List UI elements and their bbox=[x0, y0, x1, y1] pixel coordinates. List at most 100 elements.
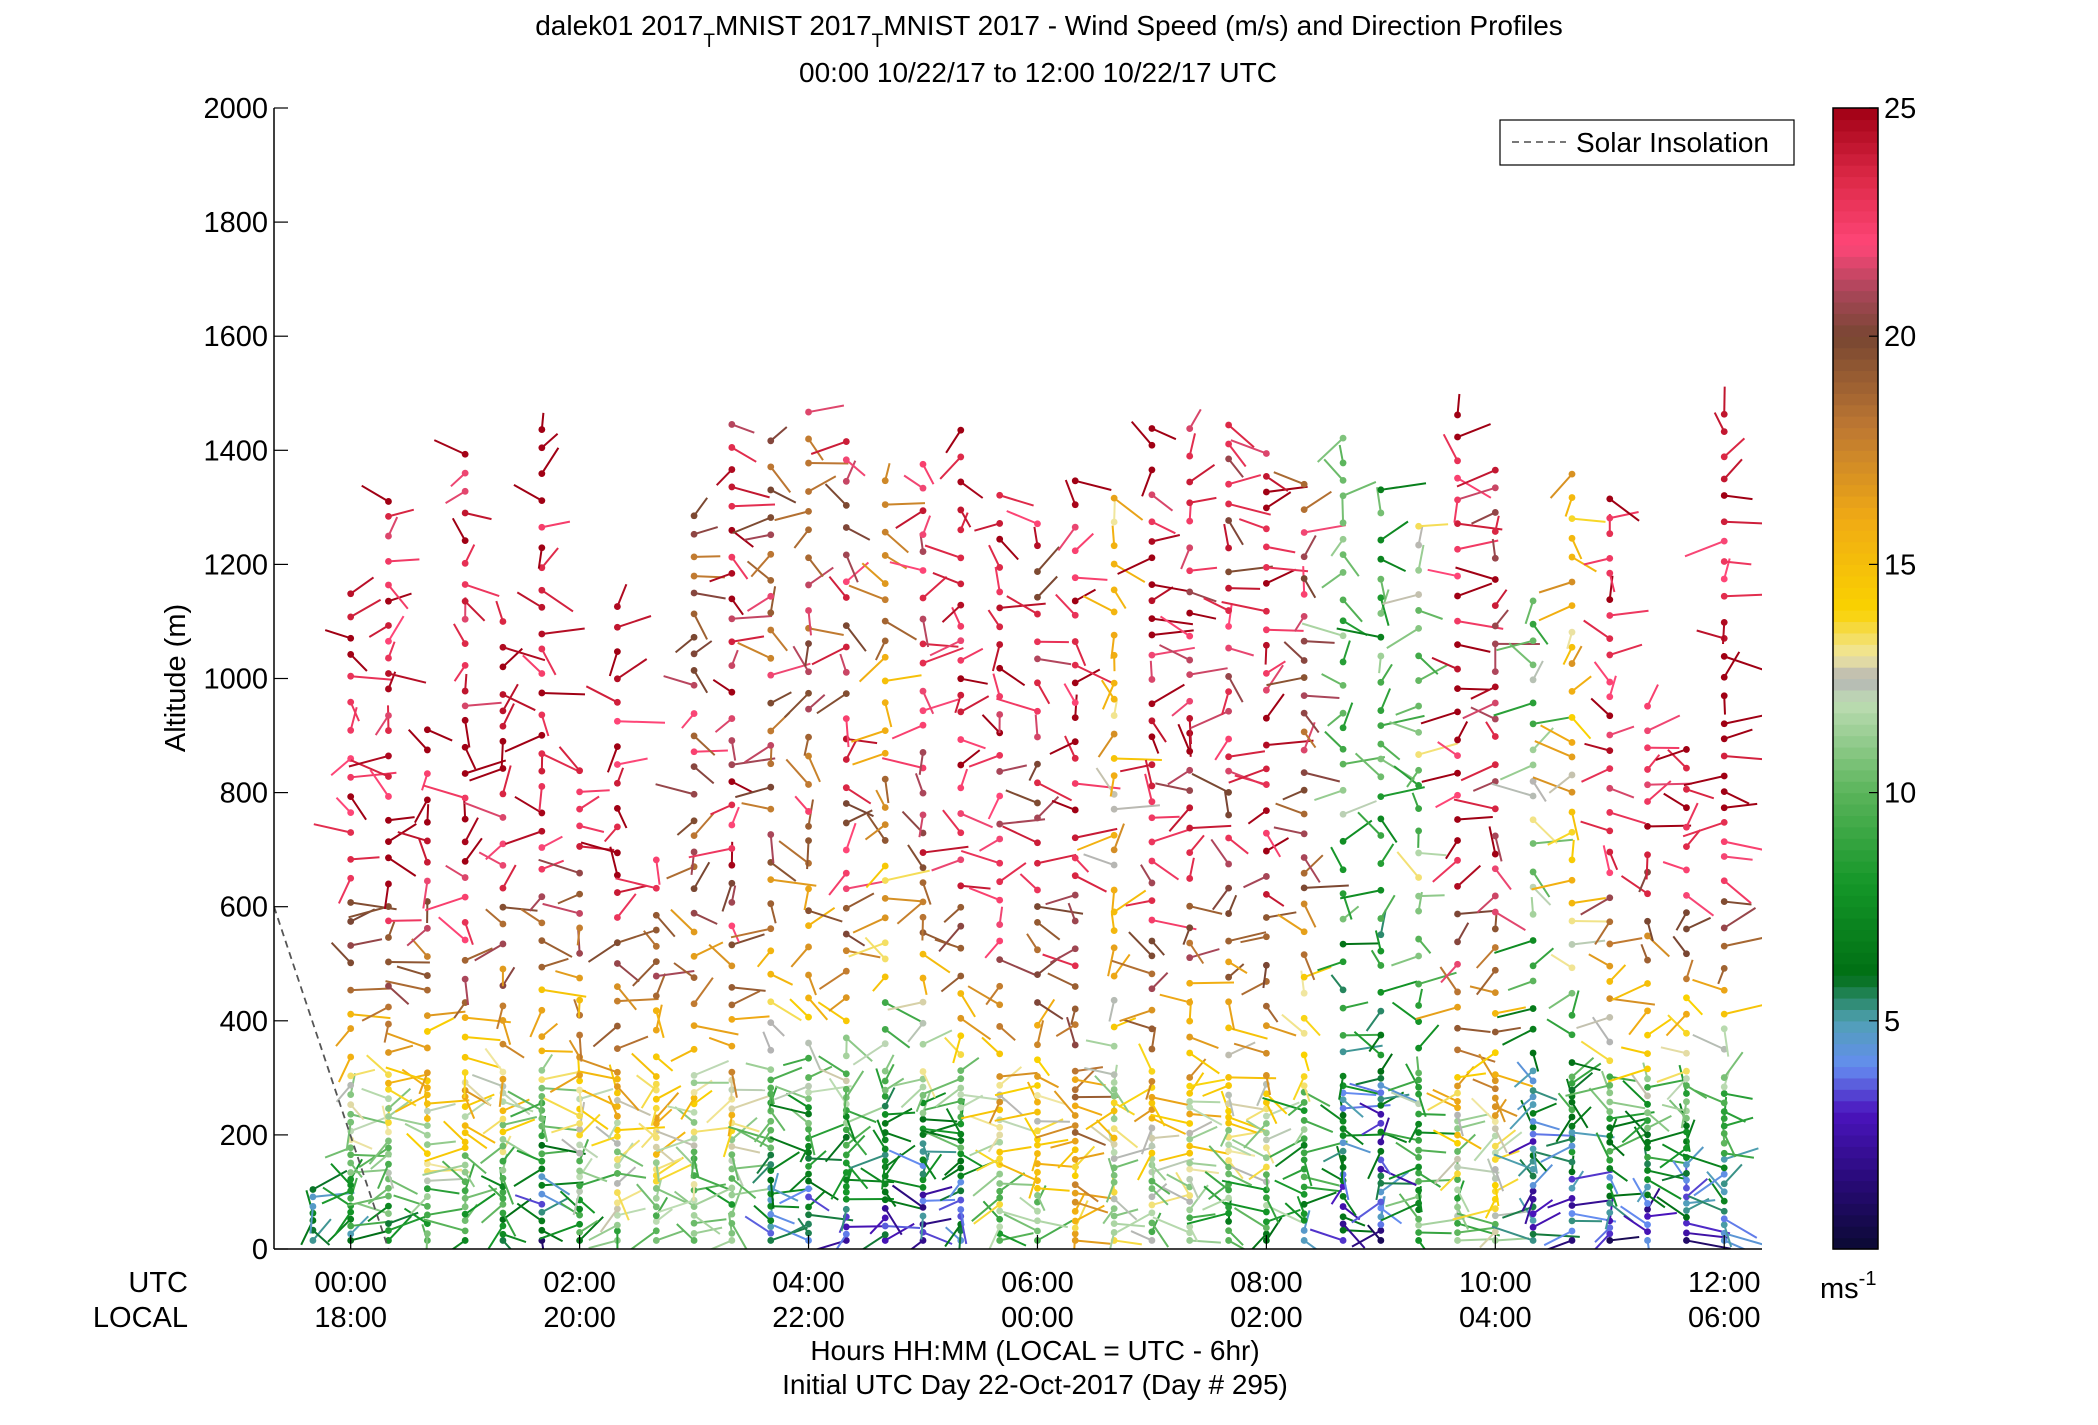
wind-barb bbox=[1188, 942, 1205, 965]
wind-barb bbox=[487, 1225, 504, 1249]
wind-barb bbox=[418, 1072, 429, 1095]
wind-barb bbox=[348, 754, 389, 768]
wind-barb bbox=[1151, 617, 1194, 626]
wind-point bbox=[1148, 581, 1156, 588]
wind-barb bbox=[655, 1010, 665, 1039]
wind-point bbox=[1110, 1220, 1118, 1227]
wind-point bbox=[1491, 1009, 1499, 1017]
wind-point bbox=[385, 1079, 392, 1087]
wind-point bbox=[1683, 1229, 1690, 1237]
wind-point bbox=[499, 663, 507, 671]
wind-point bbox=[728, 1015, 736, 1023]
wind-barb bbox=[502, 864, 517, 889]
plot-area bbox=[274, 108, 1762, 1249]
wind-point bbox=[652, 856, 660, 864]
wind-barb bbox=[579, 795, 600, 810]
wind-point bbox=[1071, 1102, 1079, 1110]
wind-point bbox=[1071, 1163, 1079, 1171]
wind-point bbox=[1300, 1117, 1308, 1124]
wind-barb bbox=[1303, 954, 1316, 981]
wind-point bbox=[1034, 971, 1041, 979]
wind-point bbox=[728, 1042, 736, 1050]
wind-barb bbox=[1303, 1159, 1313, 1187]
wind-barb bbox=[1380, 843, 1395, 865]
wind-barb bbox=[632, 960, 658, 987]
wind-point bbox=[385, 1192, 392, 1200]
wind-point bbox=[1491, 778, 1499, 785]
wind-point bbox=[1377, 1227, 1385, 1234]
wind-point bbox=[576, 1086, 584, 1094]
wind-barb bbox=[1188, 718, 1192, 745]
wind-barb bbox=[1646, 1194, 1666, 1209]
wind-point bbox=[1110, 805, 1118, 813]
wind-barb bbox=[1509, 1103, 1534, 1130]
wind-barb bbox=[617, 998, 659, 1003]
wind-point bbox=[1262, 961, 1270, 969]
wind-barb bbox=[1456, 864, 1482, 888]
wind-point bbox=[1568, 470, 1576, 478]
wind-point bbox=[996, 1050, 1004, 1058]
wind-barb bbox=[819, 1068, 847, 1082]
wind-barb bbox=[999, 1025, 1016, 1042]
wind-point bbox=[690, 909, 698, 917]
wind-barb bbox=[1571, 1061, 1601, 1072]
wind-barb bbox=[1028, 1171, 1039, 1199]
wind-point bbox=[347, 1151, 355, 1159]
colorbar-band bbox=[1833, 1020, 1878, 1033]
wind-point bbox=[842, 690, 850, 697]
wind-barb bbox=[845, 786, 872, 805]
wind-barb bbox=[406, 1132, 429, 1155]
wind-barb bbox=[655, 1130, 695, 1147]
wind-point bbox=[1377, 1128, 1385, 1136]
wind-barb bbox=[1609, 1101, 1646, 1110]
wind-point bbox=[1225, 788, 1233, 796]
wind-barb bbox=[808, 404, 845, 414]
wind-point bbox=[1071, 780, 1079, 787]
wind-point bbox=[1262, 1163, 1270, 1171]
wind-barb bbox=[1724, 520, 1762, 525]
wind-point bbox=[842, 1205, 850, 1213]
wind-point bbox=[1415, 874, 1423, 881]
wind-barb bbox=[1557, 1092, 1573, 1111]
wind-barb bbox=[1228, 767, 1267, 784]
wind-point bbox=[1644, 1065, 1651, 1073]
wind-point bbox=[919, 721, 927, 729]
wind-barb bbox=[422, 1164, 466, 1176]
wind-point bbox=[1262, 714, 1270, 722]
wind-point bbox=[1377, 1198, 1385, 1206]
wind-point bbox=[461, 1069, 469, 1076]
wind-barb bbox=[1724, 855, 1753, 861]
y-tick-label: 1800 bbox=[203, 207, 268, 239]
wind-point bbox=[1034, 733, 1041, 741]
wind-point bbox=[347, 1010, 355, 1018]
wind-barb bbox=[789, 998, 810, 1018]
wind-barb bbox=[845, 1134, 866, 1156]
wind-barb bbox=[1723, 1147, 1759, 1161]
wind-point bbox=[767, 463, 775, 471]
wind-barb bbox=[1432, 1129, 1459, 1145]
wind-point bbox=[957, 1075, 965, 1083]
wind-point bbox=[1454, 708, 1461, 716]
wind-point bbox=[1110, 1164, 1118, 1172]
wind-point bbox=[957, 1178, 965, 1186]
wind-point bbox=[957, 1051, 965, 1058]
wind-barb bbox=[1273, 826, 1305, 835]
wind-barb bbox=[1442, 433, 1459, 462]
wind-barb bbox=[541, 433, 559, 449]
colorbar-band bbox=[1833, 210, 1878, 223]
wind-barb bbox=[1151, 683, 1185, 705]
wind-point bbox=[385, 880, 392, 888]
wind-barb bbox=[1723, 1004, 1762, 1016]
wind-barb bbox=[1723, 790, 1750, 805]
wind-point bbox=[1454, 1220, 1461, 1227]
wind-point bbox=[996, 1138, 1004, 1146]
wind-point bbox=[1262, 829, 1270, 837]
wind-barb bbox=[540, 1118, 549, 1143]
wind-barb bbox=[1228, 1173, 1253, 1187]
wind-point bbox=[1644, 1160, 1651, 1168]
wind-point bbox=[1720, 518, 1728, 526]
wind-point bbox=[805, 733, 812, 741]
wind-point bbox=[499, 965, 507, 973]
wind-barb bbox=[1693, 1173, 1725, 1197]
wind-barb bbox=[731, 1116, 758, 1141]
